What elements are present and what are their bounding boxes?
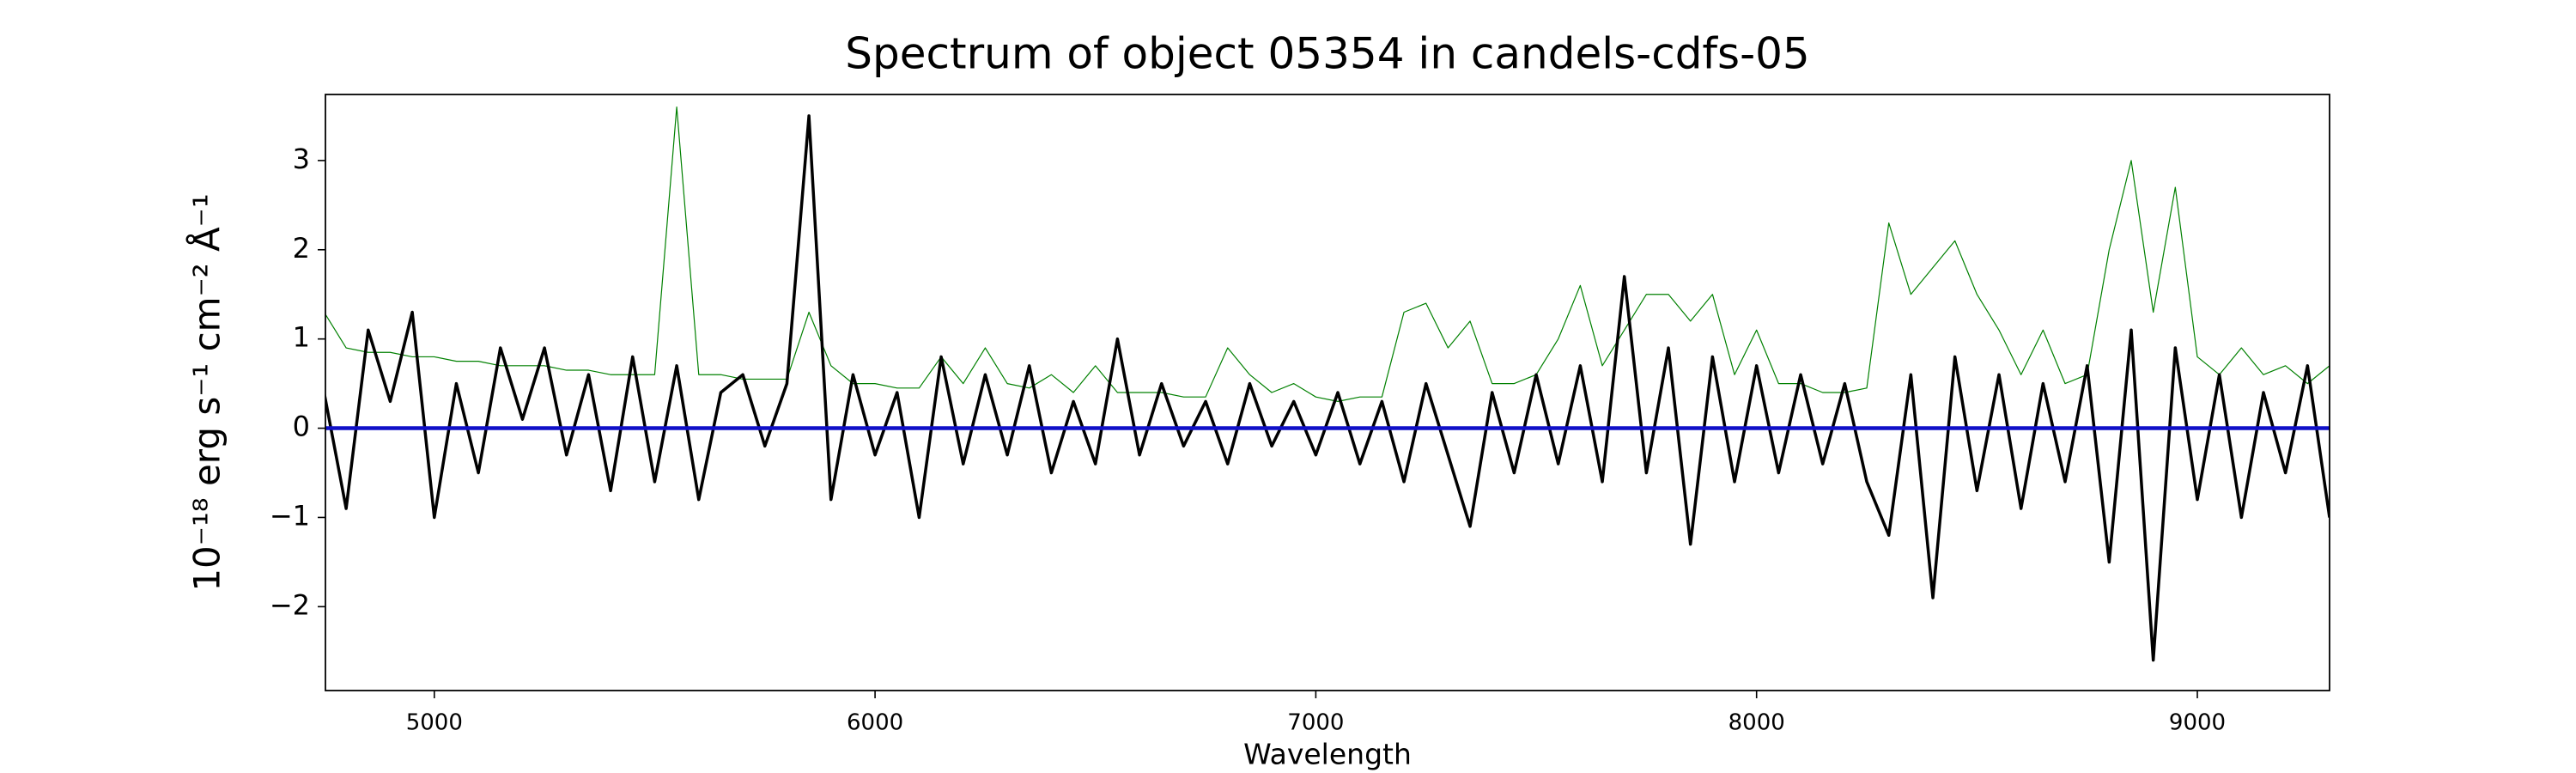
plot-frame (325, 94, 2330, 691)
y-tick-label: 0 (293, 411, 310, 443)
x-tick-label: 6000 (847, 710, 903, 736)
y-tick-label: −1 (270, 499, 310, 532)
y-tick-label: 2 (293, 232, 310, 265)
x-axis-label: Wavelength (1243, 738, 1412, 771)
y-axis-label: 10⁻¹⁸ erg s⁻¹ cm⁻² Å⁻¹ (185, 193, 228, 591)
spectrum-line (325, 114, 2330, 662)
spectrum-line (325, 106, 2330, 402)
x-tick-label: 7000 (1287, 710, 1344, 736)
x-tick-label: 5000 (406, 710, 463, 736)
y-tick-label: 1 (293, 321, 310, 354)
chart-title: Spectrum of object 05354 in candels-cdfs… (845, 29, 1810, 79)
y-tick-label: 3 (293, 143, 310, 175)
x-tick-label: 9000 (2169, 710, 2226, 736)
x-tick-label: 8000 (1728, 710, 1785, 736)
y-tick-label: −2 (270, 588, 310, 621)
